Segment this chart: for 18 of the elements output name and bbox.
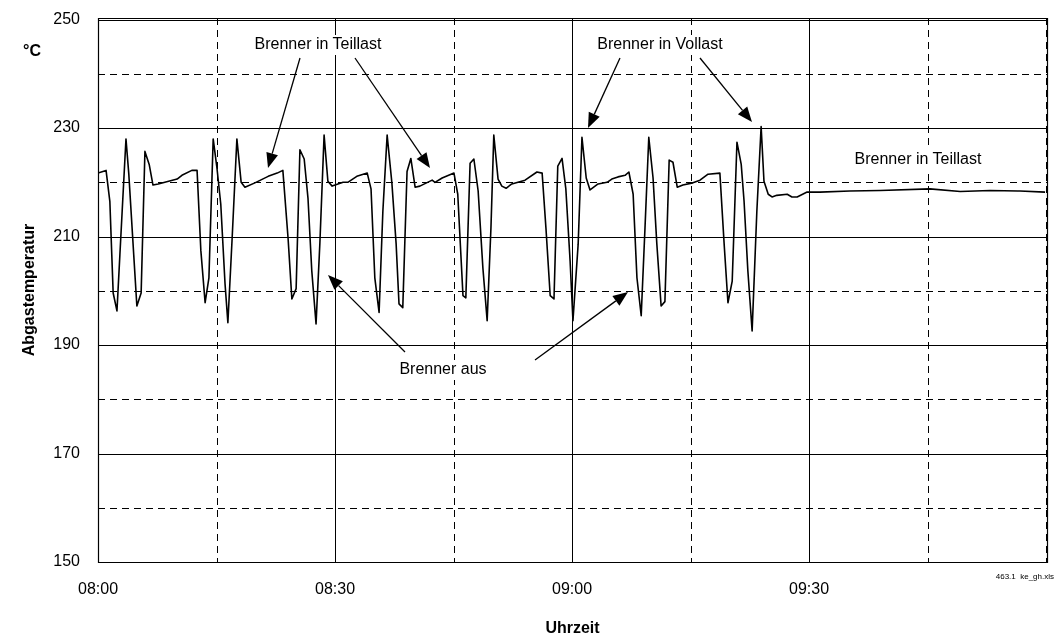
y-tick-label: 210 xyxy=(53,226,81,244)
x-tick-label: 09:00 xyxy=(551,580,593,598)
annotation: Brenner aus xyxy=(399,360,487,378)
text: 463.1 ke_gh.xls xyxy=(995,572,1054,582)
y-tick-label: 230 xyxy=(53,118,81,136)
annotation: Brenner in Teillast xyxy=(254,35,382,53)
x-tick-label: 08:30 xyxy=(314,580,356,598)
y-tick-label: 250 xyxy=(53,10,81,28)
x-tick-label: 08:00 xyxy=(77,580,119,598)
annotation: Brenner in Teillast xyxy=(854,150,982,168)
annotation: Brenner in Vollast xyxy=(597,35,724,53)
x-axis-title: Uhrzeit xyxy=(545,619,601,637)
y-tick-label: 170 xyxy=(53,443,81,461)
y-tick-label: 150 xyxy=(53,552,81,570)
text: °C xyxy=(23,42,42,60)
x-tick-label: 09:30 xyxy=(788,580,830,598)
y-axis-title: Abgastemperatur xyxy=(20,223,38,357)
y-tick-label: 190 xyxy=(53,335,81,353)
